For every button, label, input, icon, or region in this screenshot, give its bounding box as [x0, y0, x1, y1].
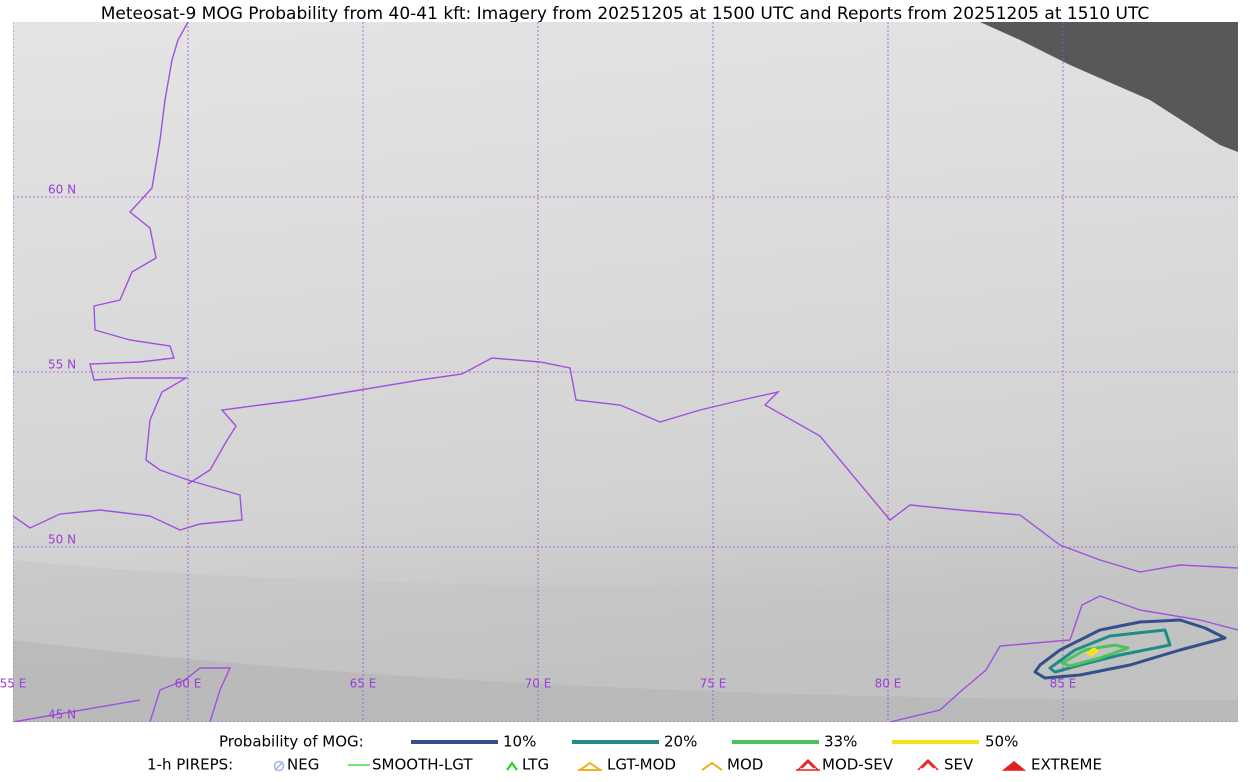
legend-label: 10%: [503, 733, 536, 751]
pirep-icons: [273, 758, 1027, 772]
contour: [1048, 628, 1172, 674]
lat-label: 55 N: [48, 358, 76, 372]
lat-label: 45 N: [48, 708, 76, 722]
contour: [1086, 647, 1099, 657]
contour: [1060, 643, 1130, 668]
legend: Probability of MOG: 1-h PIREPS: 10% 20% 33…: [147, 733, 1102, 774]
border: [13, 667, 232, 722]
no-data-area: [980, 22, 1238, 152]
legend-label: SEV: [944, 756, 974, 774]
map: [13, 22, 1238, 722]
cloud-band: [13, 640, 1238, 722]
lat-label: 60 N: [48, 183, 76, 197]
legend-label: LGT-MOD: [607, 756, 676, 774]
border: [187, 357, 1238, 573]
lon-label: 80 E: [875, 677, 902, 691]
lon-label: 70 E: [525, 677, 552, 691]
legend-title: Probability of MOG:: [219, 733, 364, 751]
legend-label: NEG: [287, 756, 319, 774]
lon-label: 55 E: [0, 677, 26, 691]
border: [889, 595, 1238, 722]
lon-label: 85 E: [1050, 677, 1077, 691]
legend-label: 33%: [824, 733, 857, 751]
legend-label: 20%: [664, 733, 697, 751]
legend-label: SMOOTH-LGT: [372, 756, 473, 774]
grid: [13, 22, 1238, 722]
border: [13, 22, 243, 531]
title: Meteosat-9 MOG Probability from 40-41 kf…: [101, 4, 1150, 24]
legend-label: 50%: [985, 733, 1018, 751]
lon-label: 75 E: [700, 677, 727, 691]
legend-label: LTG: [522, 756, 549, 774]
legend-title: 1-h PIREPS:: [147, 756, 233, 774]
lat-label: 50 N: [48, 533, 76, 547]
legend-label: EXTREME: [1031, 756, 1102, 774]
legend-label: MOD: [727, 756, 763, 774]
lon-label: 65 E: [350, 677, 377, 691]
lon-label: 60 E: [175, 677, 202, 691]
contours: [1033, 618, 1227, 680]
legend-label: MOD-SEV: [822, 756, 894, 774]
contour: [1033, 618, 1227, 680]
